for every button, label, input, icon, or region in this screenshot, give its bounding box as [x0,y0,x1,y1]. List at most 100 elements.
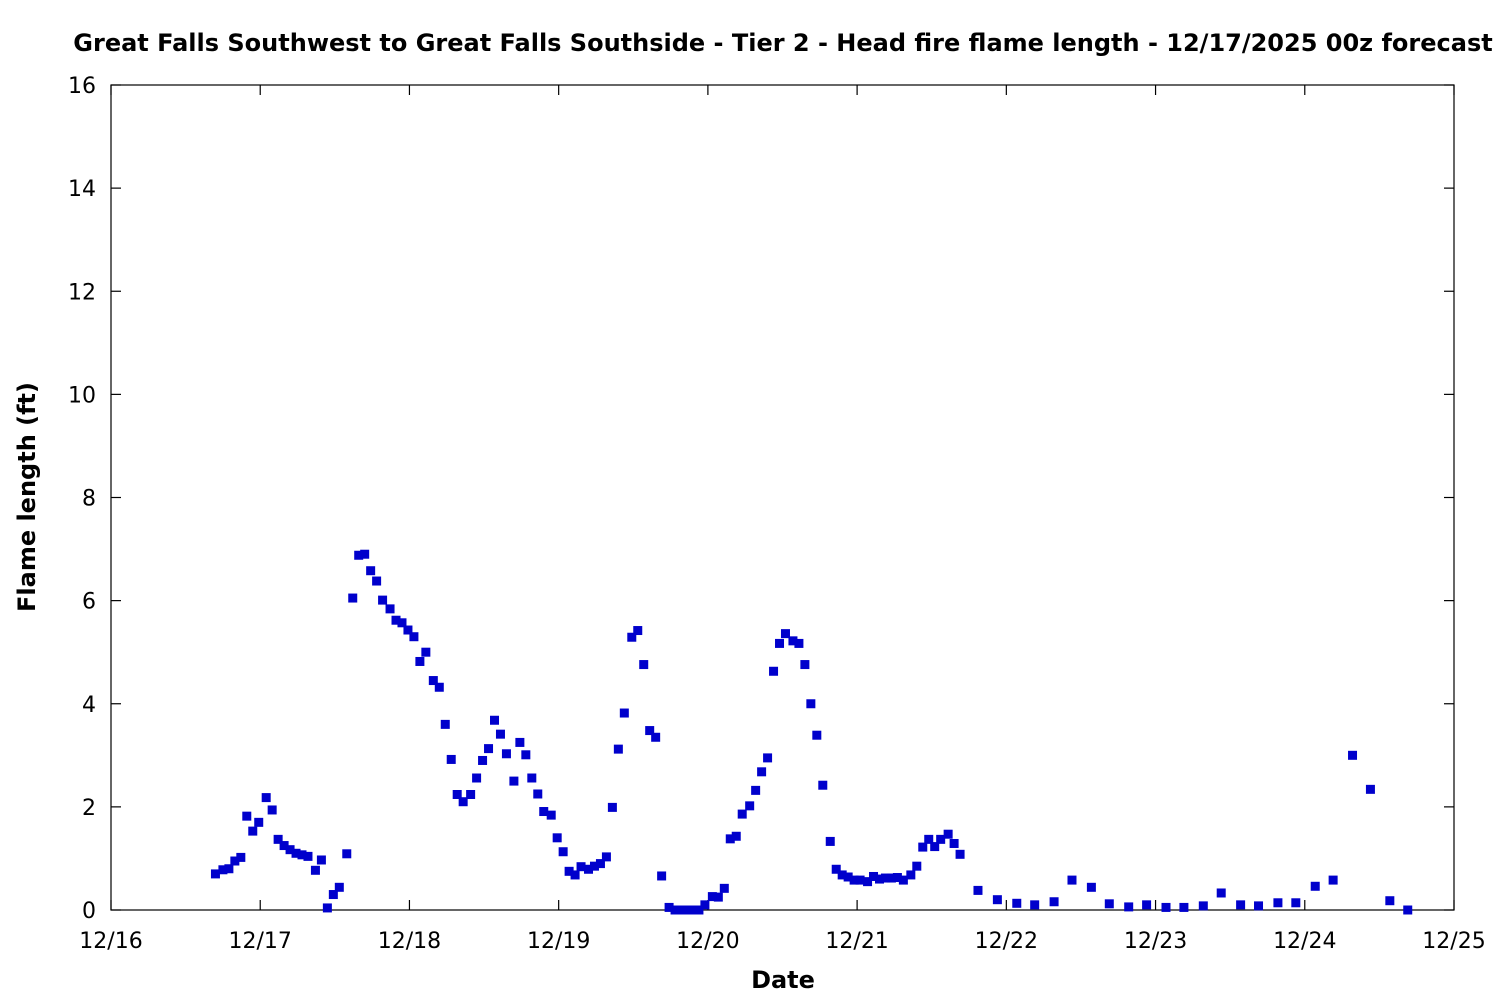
data-point [334,882,344,892]
data-point [930,842,940,852]
data-point [428,676,438,686]
data-point [316,855,326,865]
data-point [898,875,908,885]
data-point [434,682,444,692]
data-point [1067,875,1077,885]
data-point [943,829,953,839]
data-point [912,861,922,871]
data-point [440,719,450,729]
data-point [589,861,599,871]
y-tick-label: 6 [82,590,96,615]
data-point [725,834,735,844]
x-tick-label: 12/21 [825,929,888,954]
data-point [831,864,841,874]
x-axis-label: Date [751,966,815,994]
data-point [763,753,773,763]
data-point [291,848,301,858]
data-point [576,862,586,872]
data-point [751,785,761,795]
y-tick-label: 12 [68,280,96,305]
data-point [880,873,890,883]
data-point [949,838,959,848]
data-point [694,905,704,915]
data-point [1030,900,1040,910]
data-point [788,636,798,646]
data-point [1086,882,1096,892]
data-point [1179,902,1189,912]
x-tick-label: 12/25 [1422,929,1485,954]
data-point [310,865,320,875]
data-point [403,625,413,635]
data-point [584,864,594,874]
chart-title: Great Falls Southwest to Great Falls Sou… [73,29,1492,57]
data-point [224,864,234,874]
data-point [297,850,307,860]
data-point [1124,902,1134,912]
y-axis: 0 2 4 6 8 10 12 14 16 [68,74,1454,924]
data-point [1216,888,1226,898]
data-point [639,660,649,670]
data-point [546,810,556,820]
data-point [509,776,519,786]
data-point [806,699,816,709]
data-point [707,892,717,902]
data-point [342,849,352,859]
data-point [737,809,747,819]
data-point [1161,902,1171,912]
data-point [354,550,364,560]
data-point [421,647,431,657]
data-point [279,841,289,851]
data-point [236,852,246,862]
data-point [1236,900,1246,910]
data-point [495,729,505,739]
data-point [303,851,313,861]
data-point [812,730,822,740]
data-point [478,755,488,765]
data-point [1291,898,1301,908]
data-point [731,831,741,841]
data-point [892,873,902,883]
data-point [682,905,692,915]
x-tick-label: 12/16 [79,929,142,954]
data-point [745,801,755,811]
data-point [601,852,611,862]
y-tick-label: 10 [68,383,96,408]
data-point [794,638,804,648]
data-point [700,900,710,910]
data-point [322,903,332,913]
data-point [372,576,382,586]
data-point [992,895,1002,905]
data-point [843,872,853,882]
data-point [366,566,376,576]
data-point [446,754,456,764]
data-point [713,892,723,902]
data-point [800,660,810,670]
data-point [757,767,767,777]
data-point [230,856,240,866]
x-tick-label: 12/17 [229,929,292,954]
x-tick-label: 12/18 [378,929,441,954]
data-point [527,773,537,783]
data-point [273,834,283,844]
data-point [558,847,568,857]
data-point [1142,900,1152,910]
data-point [360,549,370,559]
data-point [633,626,643,636]
data-point [651,732,661,742]
data-point [466,790,476,799]
data-point [906,870,916,880]
data-point [348,593,358,603]
data-point [484,744,494,754]
data-point [619,708,629,718]
data-point [564,866,574,876]
data-point [1310,881,1320,891]
y-tick-label: 0 [82,899,96,924]
data-point [595,859,605,869]
data-point [521,750,531,760]
y-axis-label: Flame length (ft) [13,382,41,612]
data-point [664,902,674,912]
data-point [415,656,425,666]
data-point [490,715,500,725]
data-point [825,836,835,846]
